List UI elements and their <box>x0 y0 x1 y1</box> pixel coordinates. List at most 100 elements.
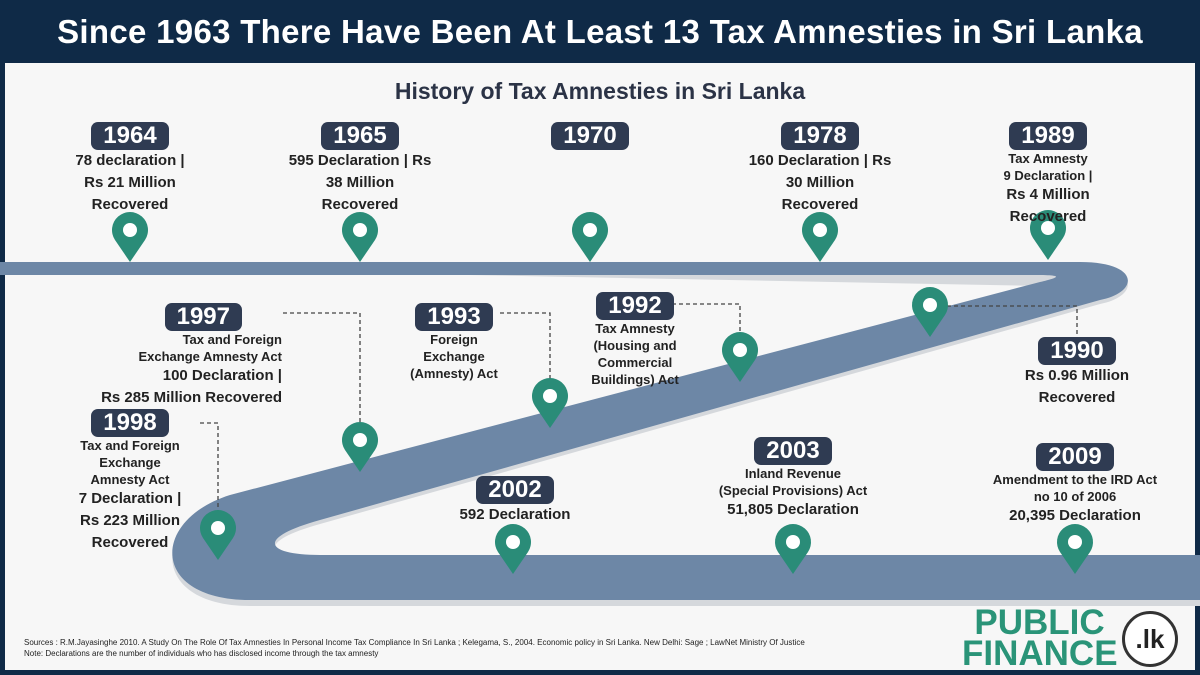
pin-dot <box>813 223 827 237</box>
event-detail: 9 Declaration | <box>1003 168 1093 183</box>
pin-body <box>341 212 378 262</box>
event-detail: 38 Million <box>325 174 395 191</box>
event-2003: 2003 Inland Revenue (Special Provisions) A… <box>693 437 893 521</box>
map-pin-icon <box>802 212 838 262</box>
pin-dot <box>123 223 137 237</box>
map-pin-icon <box>341 212 378 262</box>
page-title: Since 1963 There Have Been At Least 13 T… <box>57 13 1143 50</box>
map-pin-icon <box>572 212 608 262</box>
map-pin-icon <box>495 524 531 574</box>
pin-body <box>199 510 236 560</box>
event-detail: (Housing and <box>593 338 677 353</box>
note-text: Note: Declarations are the number of ind… <box>24 649 379 658</box>
map-pin-icon <box>199 510 236 560</box>
event-detail: Amendment to the IRD Act <box>992 472 1158 487</box>
year-badge: 1998 <box>91 409 169 437</box>
event-2002: 2002 592 Declaration <box>435 476 595 526</box>
pin-body <box>532 378 569 428</box>
pin-body <box>1057 524 1093 574</box>
event-detail: Exchange Amnesty Act <box>138 349 282 364</box>
pin-dot <box>583 223 597 237</box>
event-detail: (Amnesty) Act <box>410 366 498 381</box>
event-detail: Tax Amnesty <box>1008 151 1088 166</box>
event-detail: 7 Declaration | <box>78 490 182 507</box>
pin-body <box>342 422 378 472</box>
map-pin-icon <box>342 422 378 472</box>
pin-body <box>572 212 608 262</box>
map-pin-icon <box>1030 210 1066 260</box>
year-badge: 2003 <box>754 437 832 465</box>
event-detail: 160 Declaration | Rs <box>748 152 892 169</box>
year-badge: 1992 <box>596 292 674 320</box>
event-2009: 2009 Amendment to the IRD Act no 10 of 200… <box>975 443 1175 527</box>
public-finance-logo: PUBLIC FINANCE .lk <box>962 603 1192 673</box>
event-1997: 1997 Tax and Foreign Exchange Amnesty Act 1… <box>52 303 282 409</box>
event-detail: Tax and Foreign <box>182 332 282 347</box>
event-detail: Recovered <box>1009 208 1087 225</box>
event-detail: no 10 of 2006 <box>1033 489 1117 504</box>
event-detail: Recovered <box>91 196 169 213</box>
event-detail: 100 Declaration | <box>162 367 282 384</box>
pin-dot <box>543 389 557 403</box>
event-1978: 1978 160 Declaration | Rs 30 Million Recove… <box>720 122 920 216</box>
connectors <box>200 303 1078 515</box>
event-detail: Buildings) Act <box>591 372 679 387</box>
map-pin-icon <box>112 212 148 262</box>
sources-note: Sources : R.M.Jayasinghe 2010. A Study O… <box>24 637 805 659</box>
event-1992: 1992 Tax Amnesty (Housing and Commercial Bui… <box>565 292 705 388</box>
event-detail: Recovered <box>1038 389 1116 406</box>
logo-seal: .lk <box>1122 611 1178 667</box>
year-badge: 1997 <box>164 303 242 331</box>
event-detail: Rs 4 Million <box>1006 186 1090 203</box>
event-detail: 592 Declaration <box>459 506 571 523</box>
pin-body <box>112 212 148 262</box>
event-detail: Exchange <box>99 455 161 470</box>
event-detail: (Special Provisions) Act <box>718 483 868 498</box>
pin-dot <box>923 298 937 312</box>
pin-body <box>802 212 838 262</box>
event-detail: Exchange <box>423 349 485 364</box>
event-1989: 1989 Tax Amnesty 9 Declaration | Rs 4 Milli… <box>968 122 1128 228</box>
event-1993: 1993 Foreign Exchange (Amnesty) Act <box>394 303 514 382</box>
event-detail: 30 Million <box>785 174 855 191</box>
pin-dot <box>733 343 747 357</box>
pin-dot <box>1041 221 1055 235</box>
event-detail: 20,395 Declaration <box>1009 507 1141 524</box>
event-detail: Tax and Foreign <box>80 438 180 453</box>
pin-body <box>775 524 812 574</box>
map-pin-icon <box>1057 524 1093 574</box>
pin-dot <box>353 223 367 237</box>
logo-line1: PUBLIC <box>974 603 1105 642</box>
subtitle: History of Tax Amnesties in Sri Lanka <box>394 78 806 104</box>
pin-dot <box>786 535 800 549</box>
event-detail: 51,805 Declaration <box>727 501 859 518</box>
year-badge: 1970 <box>551 122 629 150</box>
event-detail: 78 declaration | <box>75 152 185 169</box>
event-detail: Inland Revenue <box>744 466 842 481</box>
event-1965: 1965 595 Declaration | Rs 38 Million Recove… <box>260 122 460 216</box>
event-detail: Rs 285 Million Recovered <box>101 389 282 406</box>
event-detail: Recovered <box>781 196 859 213</box>
year-badge: 1989 <box>1009 122 1087 150</box>
pin-dot <box>353 433 367 447</box>
pin-dot <box>211 521 225 535</box>
event-detail: Foreign <box>430 332 478 347</box>
map-pin-icon <box>532 378 569 428</box>
event-detail: Tax Amnesty <box>595 321 675 336</box>
year-badge: 1993 <box>415 303 493 331</box>
pin-body <box>495 524 531 574</box>
event-detail: Rs 21 Million <box>84 174 176 191</box>
event-1964: 1964 78 declaration | Rs 21 Million Recover… <box>30 122 230 216</box>
pin-body <box>912 287 948 337</box>
event-detail: Amnesty Act <box>90 472 170 487</box>
year-badge: 1965 <box>321 122 399 150</box>
event-1990: 1990 Rs 0.96 Million Recovered <box>992 337 1162 409</box>
year-badge: 2009 <box>1036 443 1114 471</box>
pin-dot <box>1068 535 1082 549</box>
event-detail: Recovered <box>321 196 399 213</box>
logo-line2: FINANCE <box>962 634 1118 673</box>
pin-body <box>1030 210 1066 260</box>
map-pin-icon <box>722 332 758 382</box>
event-detail: Recovered <box>91 534 169 551</box>
